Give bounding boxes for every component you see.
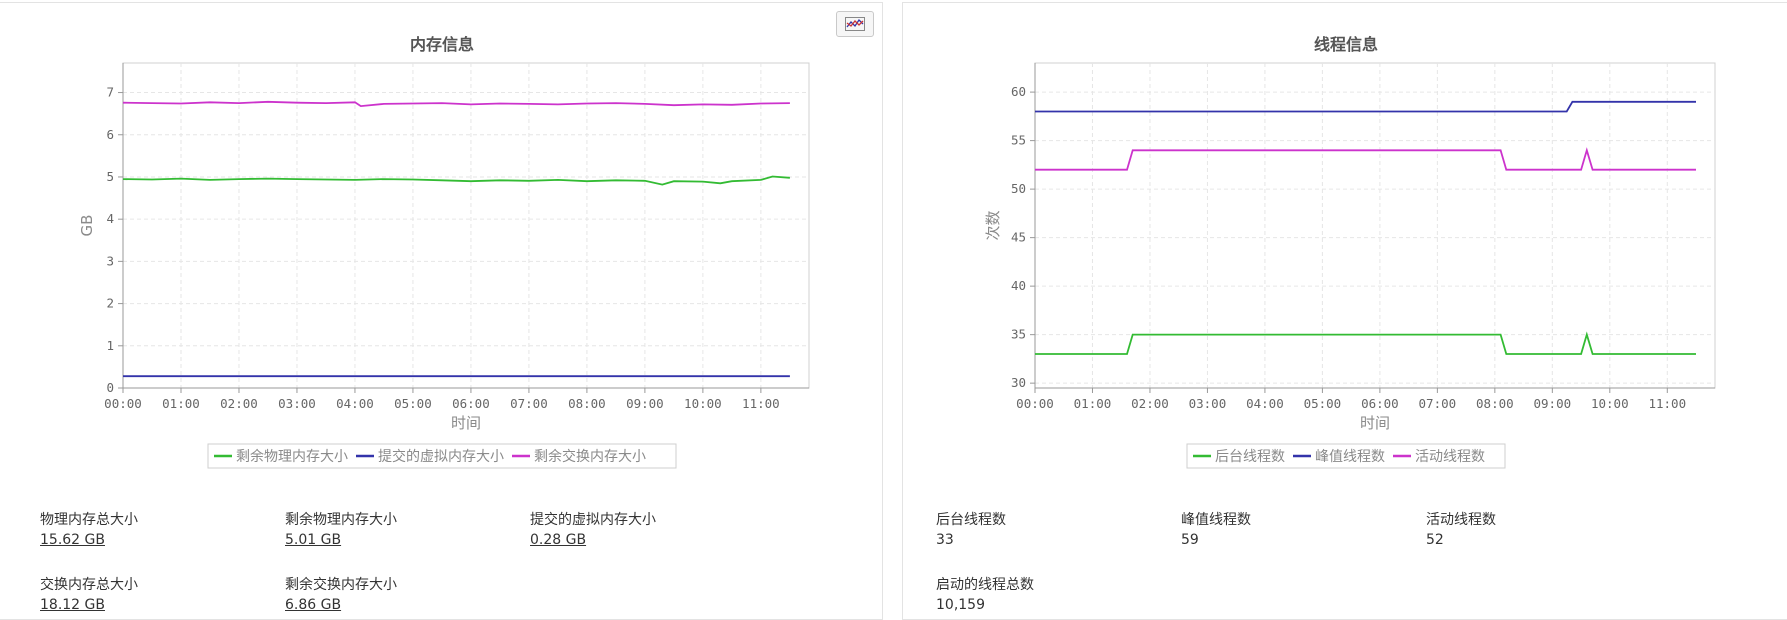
x-tick-label: 10:00 bbox=[1591, 396, 1629, 411]
y-tick-label: 4 bbox=[106, 211, 114, 226]
y-tick-label: 30 bbox=[1011, 375, 1026, 390]
stat-label: 剩余物理内存大小 bbox=[285, 512, 397, 528]
stat-value: 33 bbox=[936, 532, 954, 548]
x-tick-label: 03:00 bbox=[1189, 396, 1227, 411]
stat-value-link[interactable]: 0.28 GB bbox=[530, 532, 587, 548]
y-tick-label: 5 bbox=[106, 169, 114, 184]
legend-entry: 活动线程数 bbox=[1415, 449, 1485, 465]
stat-live-threads: 活动线程数 52 bbox=[1426, 510, 1496, 550]
x-tick-label: 01:00 bbox=[1074, 396, 1112, 411]
stat-physical-free: 剩余物理内存大小 5.01 GB bbox=[285, 510, 397, 550]
y-axis-label: 次数 bbox=[984, 210, 1002, 240]
stat-value-link[interactable]: 5.01 GB bbox=[285, 532, 342, 548]
x-tick-label: 06:00 bbox=[1361, 396, 1399, 411]
x-axis-label: 时间 bbox=[1360, 414, 1390, 432]
chart-title: 内存信息 bbox=[410, 35, 474, 54]
x-tick-label: 06:00 bbox=[452, 396, 490, 411]
x-tick-label: 07:00 bbox=[1419, 396, 1457, 411]
x-tick-label: 09:00 bbox=[1534, 396, 1572, 411]
x-tick-label: 02:00 bbox=[220, 396, 258, 411]
chart-toggle-icon bbox=[845, 17, 865, 31]
x-tick-label: 11:00 bbox=[742, 396, 780, 411]
stat-daemon-threads: 后台线程数 33 bbox=[936, 510, 1006, 550]
stat-physical-total: 物理内存总大小 15.62 GB bbox=[40, 510, 138, 550]
series-line-3 bbox=[1035, 147, 1696, 171]
y-tick-label: 45 bbox=[1011, 230, 1026, 245]
y-tick-label: 2 bbox=[106, 296, 114, 311]
x-tick-label: 04:00 bbox=[336, 396, 374, 411]
stat-value-link[interactable]: 6.86 GB bbox=[285, 597, 342, 613]
x-tick-label: 08:00 bbox=[1476, 396, 1514, 411]
chart-title: 线程信息 bbox=[1314, 35, 1378, 54]
y-axis-label: GB bbox=[78, 215, 96, 237]
plot-area bbox=[122, 62, 810, 389]
y-tick-label: 3 bbox=[106, 253, 114, 268]
x-axis-label: 时间 bbox=[451, 414, 481, 432]
stat-value-link[interactable]: 18.12 GB bbox=[40, 597, 105, 613]
x-tick-label: 00:00 bbox=[1016, 396, 1054, 411]
memory-chart: 内存信息 00:00 01:00 02:00 03:00 04:00 05:00 06:00 0… bbox=[78, 35, 810, 469]
series-line-2 bbox=[1035, 100, 1696, 113]
stat-swap-total: 交换内存总大小 18.12 GB bbox=[40, 575, 138, 615]
y-tick-label: 40 bbox=[1011, 278, 1026, 293]
x-tick-label: 02:00 bbox=[1131, 396, 1169, 411]
series-line-1 bbox=[122, 175, 790, 186]
x-tick-label: 04:00 bbox=[1246, 396, 1284, 411]
stat-value: 52 bbox=[1426, 532, 1444, 548]
x-tick-label: 03:00 bbox=[278, 396, 316, 411]
legend-entry: 提交的虚拟内存大小 bbox=[378, 448, 504, 465]
y-tick-label: 35 bbox=[1011, 327, 1026, 342]
y-tick-label: 55 bbox=[1011, 133, 1026, 148]
legend-entry: 剩余物理内存大小 bbox=[236, 448, 348, 465]
stat-swap-free: 剩余交换内存大小 6.86 GB bbox=[285, 575, 397, 615]
y-tick-label: 1 bbox=[106, 338, 114, 353]
thread-chart: 线程信息 00:00 01:00 02:00 03:00 04:00 05:00 06:00 0… bbox=[984, 35, 1716, 469]
stat-label: 提交的虚拟内存大小 bbox=[530, 512, 656, 528]
stat-peak-threads: 峰值线程数 59 bbox=[1181, 510, 1251, 550]
chart-toggle-button[interactable] bbox=[836, 11, 874, 37]
stat-committed-virtual: 提交的虚拟内存大小 0.28 GB bbox=[530, 510, 656, 550]
x-tick-label: 08:00 bbox=[568, 396, 606, 411]
y-tick-label: 7 bbox=[106, 85, 114, 100]
stat-value-link[interactable]: 15.62 GB bbox=[40, 532, 105, 548]
x-tick-label: 05:00 bbox=[1304, 396, 1342, 411]
memory-panel: 内存信息 00:00 01:00 02:00 03:00 04:00 05:00 06:00 0… bbox=[0, 2, 883, 620]
x-tick-label: 10:00 bbox=[684, 396, 722, 411]
stat-label: 后台线程数 bbox=[936, 512, 1006, 528]
x-tick-label: 05:00 bbox=[394, 396, 432, 411]
y-tick-label: 0 bbox=[106, 380, 114, 395]
y-tick-label: 60 bbox=[1011, 84, 1026, 99]
thread-panel: 线程信息 00:00 01:00 02:00 03:00 04:00 05:00 06:00 0… bbox=[902, 2, 1787, 620]
y-tick-label: 6 bbox=[106, 127, 114, 142]
stat-value: 10,159 bbox=[936, 597, 985, 613]
stat-started-threads: 启动的线程总数 10,159 bbox=[936, 575, 1034, 615]
stat-label: 剩余交换内存大小 bbox=[285, 577, 397, 593]
series-line-3 bbox=[122, 100, 790, 108]
x-tick-label: 07:00 bbox=[510, 396, 548, 411]
legend-entry: 后台线程数 bbox=[1215, 449, 1285, 465]
x-tick-label: 11:00 bbox=[1648, 396, 1686, 411]
y-tick-label: 50 bbox=[1011, 181, 1026, 196]
stat-label: 物理内存总大小 bbox=[40, 512, 138, 528]
stat-label: 活动线程数 bbox=[1426, 512, 1496, 528]
legend-box bbox=[207, 443, 677, 469]
stat-label: 启动的线程总数 bbox=[936, 577, 1034, 593]
stat-value: 59 bbox=[1181, 532, 1199, 548]
legend-entry: 峰值线程数 bbox=[1315, 449, 1385, 465]
x-tick-label: 01:00 bbox=[162, 396, 200, 411]
legend-entry: 剩余交换内存大小 bbox=[534, 448, 646, 465]
x-tick-label: 09:00 bbox=[626, 396, 664, 411]
x-tick-label: 00:00 bbox=[104, 396, 142, 411]
stat-label: 峰值线程数 bbox=[1181, 512, 1251, 528]
stat-label: 交换内存总大小 bbox=[40, 577, 138, 593]
series-line-1 bbox=[1035, 331, 1696, 355]
legend-box bbox=[1186, 443, 1506, 469]
